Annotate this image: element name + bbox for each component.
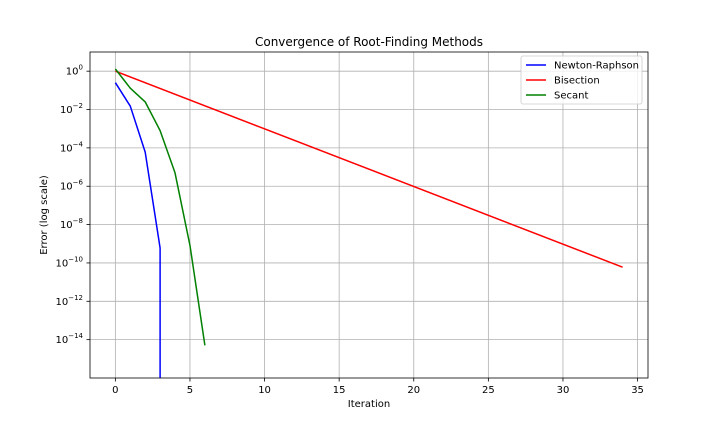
y-tick-label: 10−8: [60, 217, 83, 231]
legend-label-secant: Secant: [554, 91, 588, 102]
legend-box: [520, 55, 643, 105]
x-tick-label: 5: [187, 385, 193, 396]
legend-label-newton-raphson: Newton-Raphson: [554, 61, 639, 72]
plot-frame: [89, 51, 649, 379]
y-tick-label: 10−12: [55, 294, 83, 308]
legend-label-bisection: Bisection: [554, 76, 600, 87]
y-axis-ticks: 100 10−2 10−4 10−6 10−8 10−10 10−12 10−14: [55, 64, 90, 346]
x-tick-label: 0: [112, 385, 118, 396]
y-axis-label: Error (log scale): [39, 175, 50, 255]
y-tick-label: 10−10: [55, 255, 83, 269]
y-tick-label: 10−4: [60, 140, 84, 154]
x-tick-label: 35: [631, 385, 644, 396]
x-tick-label: 20: [407, 385, 420, 396]
y-tick-label: 10−14: [55, 332, 83, 346]
y-tick-label: 10−2: [60, 102, 83, 116]
chart-title: Convergence of Root-Finding Methods: [255, 35, 483, 49]
series-lines: [114, 68, 623, 378]
series-line-bisection: [115, 70, 623, 268]
x-axis-label: Iteration: [348, 399, 390, 410]
x-tick-label: 25: [482, 385, 495, 396]
series-line-newton-raphson: [114, 82, 161, 378]
x-tick-label: 15: [333, 385, 346, 396]
y-tick-label: 10−6: [60, 179, 84, 193]
x-tick-label: 10: [258, 385, 271, 396]
x-tick-label: 30: [557, 385, 570, 396]
series-line-secant: [114, 68, 206, 346]
legend: Newton-Raphson Bisection Secant: [520, 55, 643, 105]
x-axis-ticks: 0 5 10 15 20 25 30 35: [112, 378, 644, 396]
y-tick-label: 100: [66, 64, 83, 78]
